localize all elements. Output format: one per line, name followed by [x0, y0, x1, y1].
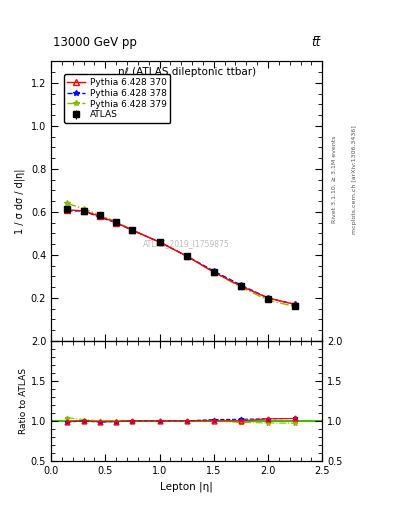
Text: tt̅: tt̅: [311, 36, 320, 49]
Pythia 6.428 379: [130, 227, 135, 233]
Text: 13000 GeV pp: 13000 GeV pp: [53, 36, 137, 49]
Pythia 6.428 378: [266, 295, 270, 301]
Pythia 6.428 370: [211, 269, 216, 275]
Pythia 6.428 379: [184, 253, 189, 259]
Text: ATLAS_2019_I1759875: ATLAS_2019_I1759875: [143, 239, 230, 248]
Pythia 6.428 370: [157, 239, 162, 245]
Pythia 6.428 370: [130, 227, 135, 233]
Pythia 6.428 379: [293, 304, 298, 310]
Pythia 6.428 378: [184, 253, 189, 259]
Y-axis label: Ratio to ATLAS: Ratio to ATLAS: [19, 368, 28, 434]
Legend: Pythia 6.428 370, Pythia 6.428 378, Pythia 6.428 379, ATLAS: Pythia 6.428 370, Pythia 6.428 378, Pyth…: [64, 74, 171, 123]
Pythia 6.428 378: [114, 220, 119, 226]
Pythia 6.428 379: [266, 297, 270, 303]
Pythia 6.428 370: [114, 220, 119, 226]
Pythia 6.428 378: [97, 214, 102, 220]
Pythia 6.428 370: [81, 208, 86, 214]
Pythia 6.428 370: [65, 207, 70, 213]
Pythia 6.428 378: [81, 208, 86, 214]
Line: Pythia 6.428 370: Pythia 6.428 370: [64, 207, 298, 307]
Pythia 6.428 370: [293, 302, 298, 308]
Y-axis label: 1 / σ dσ / d|η|: 1 / σ dσ / d|η|: [15, 168, 25, 234]
Pythia 6.428 379: [97, 212, 102, 218]
Pythia 6.428 379: [157, 239, 162, 245]
Line: Pythia 6.428 379: Pythia 6.428 379: [64, 201, 298, 309]
Pythia 6.428 379: [239, 284, 243, 290]
Text: ηℓ (ATLAS dileptonic ttbar): ηℓ (ATLAS dileptonic ttbar): [118, 67, 256, 77]
Pythia 6.428 379: [211, 269, 216, 275]
Pythia 6.428 378: [293, 302, 298, 308]
Pythia 6.428 378: [239, 282, 243, 288]
Text: Rivet 3.1.10, ≥ 3.1M events: Rivet 3.1.10, ≥ 3.1M events: [332, 136, 337, 223]
Pythia 6.428 370: [97, 213, 102, 219]
Pythia 6.428 370: [184, 253, 189, 259]
Pythia 6.428 370: [239, 283, 243, 289]
X-axis label: Lepton |η|: Lepton |η|: [160, 481, 213, 492]
Pythia 6.428 378: [65, 208, 70, 214]
Pythia 6.428 378: [211, 268, 216, 274]
Pythia 6.428 379: [114, 219, 119, 225]
Pythia 6.428 378: [157, 239, 162, 245]
Text: mcplots.cern.ch [arXiv:1306.3436]: mcplots.cern.ch [arXiv:1306.3436]: [352, 125, 357, 233]
Pythia 6.428 379: [65, 200, 70, 206]
Pythia 6.428 379: [81, 206, 86, 212]
Pythia 6.428 370: [266, 295, 270, 301]
Pythia 6.428 378: [130, 227, 135, 233]
Line: Pythia 6.428 378: Pythia 6.428 378: [64, 208, 298, 307]
